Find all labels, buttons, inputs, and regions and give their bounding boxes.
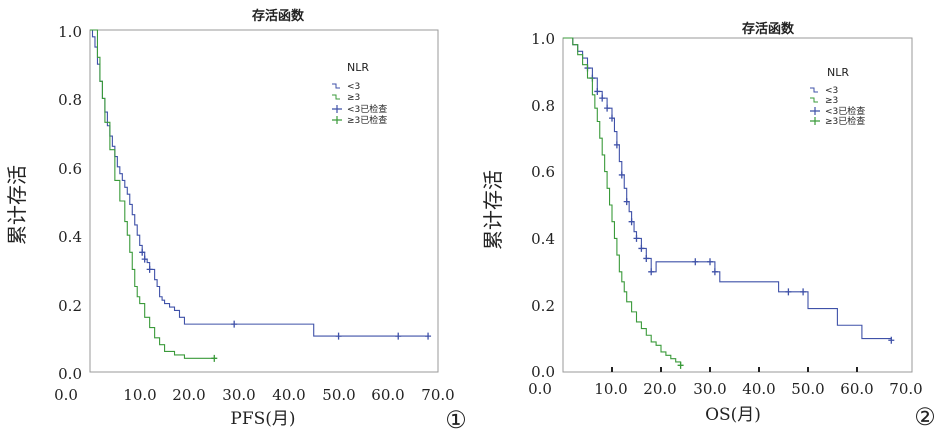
x-tick-label: 40.0 [272,386,305,404]
x-tick-label: 50.0 [322,386,355,404]
x-tick-label: 50.0 [791,380,824,398]
y-tick-label: 0.0 [58,365,82,383]
y-tick-label: 0.6 [531,163,555,181]
x-origin-label: 0.0 [54,386,78,404]
y-tick-label: 0.4 [58,228,82,246]
y-tick-label: 0.4 [531,230,555,248]
censor-mark [609,114,615,122]
censor-mark [643,254,650,262]
x-axis-label: OS(月) [705,405,761,425]
censor-mark [604,104,611,112]
censor-mark [692,258,699,266]
y-tick-label: 0.6 [58,160,82,178]
legend-swatch [810,107,820,115]
y-tick-label: 1.0 [531,30,555,48]
x-tick-label: 20.0 [643,380,676,398]
censor-mark [618,171,625,179]
censor-mark [231,320,238,328]
chart-title: 存活函数 [742,21,795,37]
legend: NLR <3 ≥3 <3已检查 ≥3已检查 [810,66,865,127]
legend-entry: <3已检查 [825,105,865,117]
censor-mark [633,234,640,242]
y-tick-label: 0.8 [531,97,555,115]
censor-mark [800,288,807,296]
x-tick-label: 40.0 [742,380,775,398]
series-layer [563,37,895,372]
x-axis-label: PFS(月) [230,409,295,429]
legend-entry: ≥3 [347,93,360,103]
censor-mark [335,332,342,340]
censor-mark [613,141,620,149]
censor-mark [888,336,895,344]
panel-label: ② [914,403,936,431]
y-tick-label: 0.0 [531,363,555,381]
censor-mark [211,354,218,362]
x-tick-label: 70.0 [421,386,454,404]
censor-mark [677,361,684,369]
panel-os: 存活函数 累计存活 OS(月) ② 0.0 0.2 0.4 0.6 0.8 1.… [481,21,936,431]
x-tick-label: 70.0 [889,380,922,398]
legend-swatch [810,117,820,125]
censor-mark [139,248,146,256]
legend-swatch [810,87,818,93]
x-tick-label: 30.0 [693,380,726,398]
legend-entry: <3 [825,86,838,96]
censor-mark [623,198,630,206]
censor-mark [425,332,432,340]
series-line [90,29,215,359]
x-tick-label: 10.0 [123,386,156,404]
legend: NLR <3 ≥3 <3已检查 ≥3已检查 [332,61,387,126]
legend-entry: <3已检查 [347,103,387,115]
x-tick-label: 30.0 [222,386,255,404]
censor-mark [707,258,713,266]
censor-mark [638,244,645,252]
legend-entry: ≥3已检查 [825,115,865,127]
y-tick-label: 1.0 [58,23,82,41]
legend-entry: ≥3 [825,96,838,106]
legend-title: NLR [827,66,849,79]
x-tick-label: 20.0 [172,386,205,404]
censor-mark [599,94,606,102]
panel-pfs: 存活函数 累计存活 PFS(月) ① 0.0 0.2 0.4 0.6 0.8 1… [5,8,467,434]
chart-title: 存活函数 [252,8,305,24]
censor-mark [648,268,655,276]
plot-frame [562,37,913,373]
x-origin-label: 0.0 [528,380,552,398]
x-tick-label: 60.0 [840,380,873,398]
legend-title: NLR [347,61,369,74]
legend-swatch [332,116,342,124]
censor-mark [628,218,635,226]
series-layer [90,29,432,362]
y-axis-label: 累计存活 [5,165,29,245]
y-tick-label: 0.2 [531,297,555,315]
legend-swatch [332,105,342,113]
y-tick-label: 0.8 [58,91,82,109]
panel-label: ① [445,406,467,434]
series-line [563,37,682,366]
x-tick-label: 10.0 [594,380,627,398]
legend-swatch [332,94,340,100]
censor-mark [711,268,718,276]
censor-mark [395,332,402,340]
censor-mark [141,255,148,263]
censor-mark [146,265,153,273]
y-tick-label: 0.2 [58,297,82,315]
legend-swatch [810,97,818,103]
plot-frame [89,29,439,373]
legend-entry: <3 [347,82,360,92]
legend-swatch [332,83,340,89]
y-axis-label: 累计存活 [481,170,505,250]
x-tick-label: 60.0 [371,386,404,404]
censor-mark [594,87,601,95]
legend-entry: ≥3已检查 [347,114,387,126]
censor-mark [785,288,792,296]
